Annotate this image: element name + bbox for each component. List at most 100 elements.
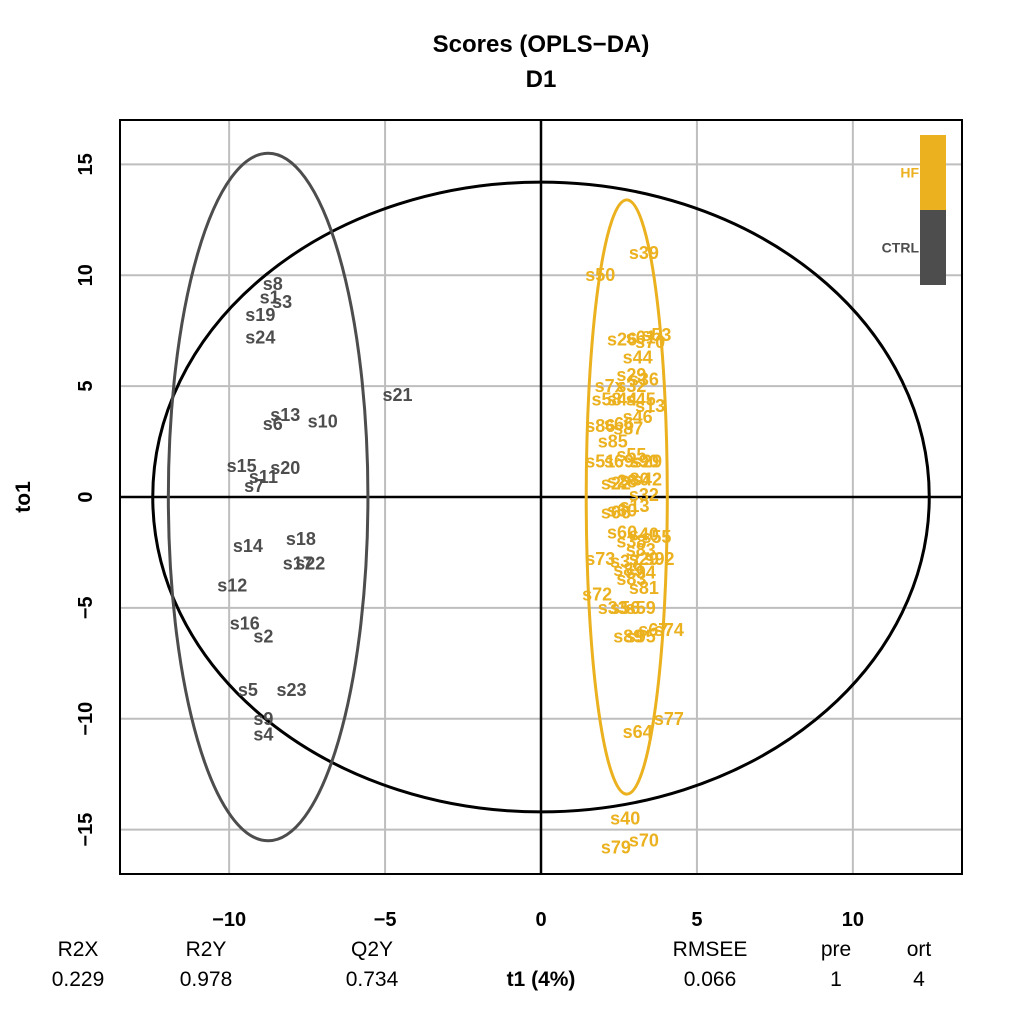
- point-label: s18: [286, 529, 316, 549]
- point-label: s40: [610, 809, 640, 829]
- point-label: s16: [230, 613, 260, 633]
- stat-name-rmsee: RMSEE: [673, 938, 748, 961]
- point-label: s42: [632, 469, 662, 489]
- point-label: s7x: [595, 376, 625, 396]
- point-label: s13: [635, 396, 665, 416]
- point-label: s58: [591, 389, 621, 409]
- point-label: s59: [626, 598, 656, 618]
- y-tick-label: −5: [75, 596, 97, 619]
- stat-value-rmsee: 0.066: [684, 968, 737, 991]
- point-label: s89: [613, 627, 643, 647]
- point-label: s60: [607, 522, 637, 542]
- y-tick-label: 5: [75, 381, 97, 392]
- point-label: s23: [276, 680, 306, 700]
- x-tick-label: 5: [691, 909, 702, 931]
- y-tick-label: 0: [75, 491, 97, 502]
- point-label: s45: [626, 389, 656, 409]
- stat-value-ort: 4: [913, 968, 925, 991]
- point-label: s13: [620, 496, 650, 516]
- point-label: s29: [629, 549, 659, 569]
- y-axis-label: to1: [12, 481, 35, 513]
- point-label: s70: [629, 831, 659, 851]
- legend-label: CTRL: [882, 240, 920, 256]
- chart-subtitle: D1: [526, 66, 557, 93]
- point-label: s51: [585, 452, 615, 472]
- confidence-ellipses: [151, 151, 931, 843]
- point-label: s66: [604, 414, 634, 434]
- point-label: s1: [260, 287, 280, 307]
- point-label: s44: [623, 347, 653, 367]
- point-label: s13: [270, 405, 300, 425]
- point-label: s67: [638, 620, 668, 640]
- stat-name-q2y: Q2Y: [351, 938, 393, 961]
- y-tick-label: 10: [75, 264, 97, 286]
- x-tick-label: 10: [842, 909, 864, 931]
- point-label: s14: [233, 536, 263, 556]
- point-label: s8: [263, 274, 283, 294]
- stat-value-r2x: 0.229: [52, 968, 105, 991]
- point-label: s44: [607, 389, 637, 409]
- point-label: s66: [601, 503, 631, 523]
- stat-name-r2x: R2X: [58, 938, 99, 961]
- point-label: s83: [616, 569, 646, 589]
- stat-name-pre: pre: [821, 938, 851, 961]
- point-label: s22: [601, 474, 631, 494]
- point-label: s7: [244, 476, 264, 496]
- x-tick-label: −5: [374, 909, 397, 931]
- point-label: s26: [607, 330, 637, 350]
- point-label: s89: [613, 560, 643, 580]
- point-label: s21: [383, 385, 413, 405]
- plot-frame: [119, 119, 963, 875]
- point-label: s5: [238, 680, 258, 700]
- point-label: s69: [604, 452, 634, 472]
- point-label: s60: [607, 500, 637, 520]
- chart-title: Scores (OPLS−DA): [433, 31, 650, 58]
- x-axis-label: t1 (4%): [507, 968, 576, 991]
- point-label: s24: [245, 327, 275, 347]
- point-label: s72: [582, 585, 612, 605]
- x-tick-label: −10: [212, 909, 246, 931]
- point-label: s55: [641, 527, 671, 547]
- point-label: s37: [610, 551, 640, 571]
- stat-value-q2y: 0.734: [346, 968, 399, 991]
- point-label: s80: [620, 469, 650, 489]
- point-label: s40: [629, 525, 659, 545]
- legend: HF CTRL: [882, 135, 946, 285]
- point-label: s90: [629, 452, 659, 472]
- point-label: s92: [644, 549, 674, 569]
- y-tick-label: −15: [75, 813, 97, 847]
- point-label: s15: [227, 456, 257, 476]
- stat-name-r2y: R2Y: [186, 938, 227, 961]
- point-label: s29: [632, 452, 662, 472]
- point-label: s46: [623, 407, 653, 427]
- point-label: s19: [245, 305, 275, 325]
- y-tick-label: 15: [75, 153, 97, 175]
- point-label: s10: [308, 412, 338, 432]
- point-label: s55: [616, 445, 646, 465]
- point-label: s4: [253, 724, 273, 744]
- point-label: s32: [616, 376, 646, 396]
- group-ellipse-ctrl: [166, 151, 370, 843]
- y-axis-ticks: −15 −10 −5 0 5 10 15: [75, 153, 97, 846]
- point-label: s28: [607, 471, 637, 491]
- point-label: s86: [585, 416, 615, 436]
- point-label: s22: [295, 554, 325, 574]
- point-label: s12: [217, 576, 247, 596]
- x-tick-label: 0: [535, 909, 546, 931]
- stat-value-r2y: 0.978: [180, 968, 233, 991]
- point-label: s87: [613, 418, 643, 438]
- stat-name-ort: ort: [907, 938, 932, 961]
- point-label: s29: [616, 365, 646, 385]
- point-label: s6: [263, 414, 283, 434]
- zero-lines: [120, 120, 962, 874]
- point-label: s53: [641, 325, 671, 345]
- point-label: s94: [626, 562, 656, 582]
- point-label: s95: [626, 627, 656, 647]
- legend-swatch-hf: [920, 135, 946, 210]
- point-label: s85: [598, 432, 628, 452]
- point-label: s9: [253, 709, 273, 729]
- point-label: s33: [598, 598, 628, 618]
- point-label: s50: [585, 265, 615, 285]
